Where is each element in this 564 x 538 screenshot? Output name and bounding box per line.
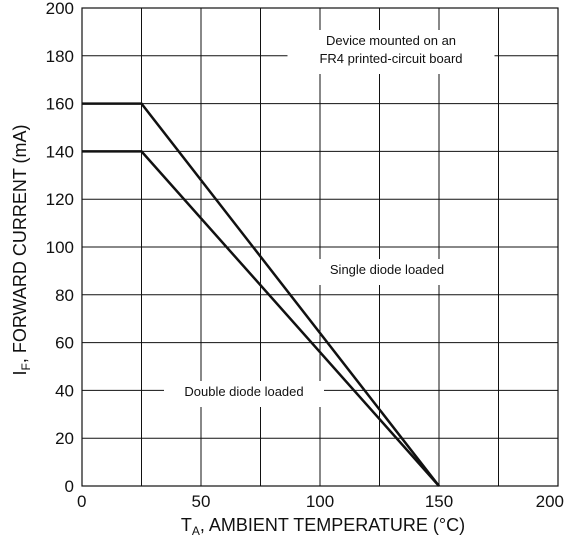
x-tick-label: 100 bbox=[306, 492, 334, 511]
plot-frame bbox=[81, 7, 559, 487]
annotation-line: Device mounted on an bbox=[326, 33, 456, 48]
x-axis-ticks: 0 50 100 150 200 bbox=[77, 492, 564, 511]
y-tick-label: 100 bbox=[46, 238, 74, 257]
annotation-line: Single diode loaded bbox=[330, 262, 444, 277]
series-lines bbox=[82, 102, 440, 487]
annotation-single-label: Single diode loaded bbox=[309, 259, 465, 285]
annotations: Device mounted on an FR4 printed-circuit … bbox=[164, 30, 495, 407]
y-tick-label: 80 bbox=[55, 286, 74, 305]
y-tick-label: 200 bbox=[46, 0, 74, 18]
x-tick-label: 0 bbox=[77, 492, 86, 511]
y-tick-label: 160 bbox=[46, 95, 74, 114]
annotation-background bbox=[164, 381, 324, 407]
x-tick-label: 50 bbox=[192, 492, 211, 511]
y-tick-label: 20 bbox=[55, 429, 74, 448]
series-line-double-diode bbox=[82, 150, 440, 487]
y-tick-label: 180 bbox=[46, 47, 74, 66]
series-line-single-diode bbox=[82, 102, 440, 487]
y-tick-label: 40 bbox=[55, 381, 74, 400]
annotation-background bbox=[309, 259, 465, 285]
y-tick-label: 140 bbox=[46, 142, 74, 161]
annotation-double-label: Double diode loaded bbox=[164, 381, 324, 407]
x-tick-label: 200 bbox=[536, 492, 564, 511]
annotation-line: FR4 printed-circuit board bbox=[319, 51, 462, 66]
y-axis-title: IF, FORWARD CURRENT (mA) bbox=[10, 124, 33, 375]
y-tick-label: 120 bbox=[46, 190, 74, 209]
y-axis-ticks: 0 20 40 60 80 100 120 140 160 180 200 bbox=[46, 0, 74, 496]
annotation-device-note: Device mounted on an FR4 printed-circuit … bbox=[287, 30, 495, 74]
x-tick-label: 150 bbox=[425, 492, 453, 511]
annotation-line: Double diode loaded bbox=[184, 384, 303, 399]
y-tick-label: 60 bbox=[55, 334, 74, 353]
annotation-background bbox=[287, 30, 495, 74]
y-tick-label: 0 bbox=[65, 477, 74, 496]
x-axis-title: TA, AMBIENT TEMPERATURE (°C) bbox=[181, 515, 465, 538]
